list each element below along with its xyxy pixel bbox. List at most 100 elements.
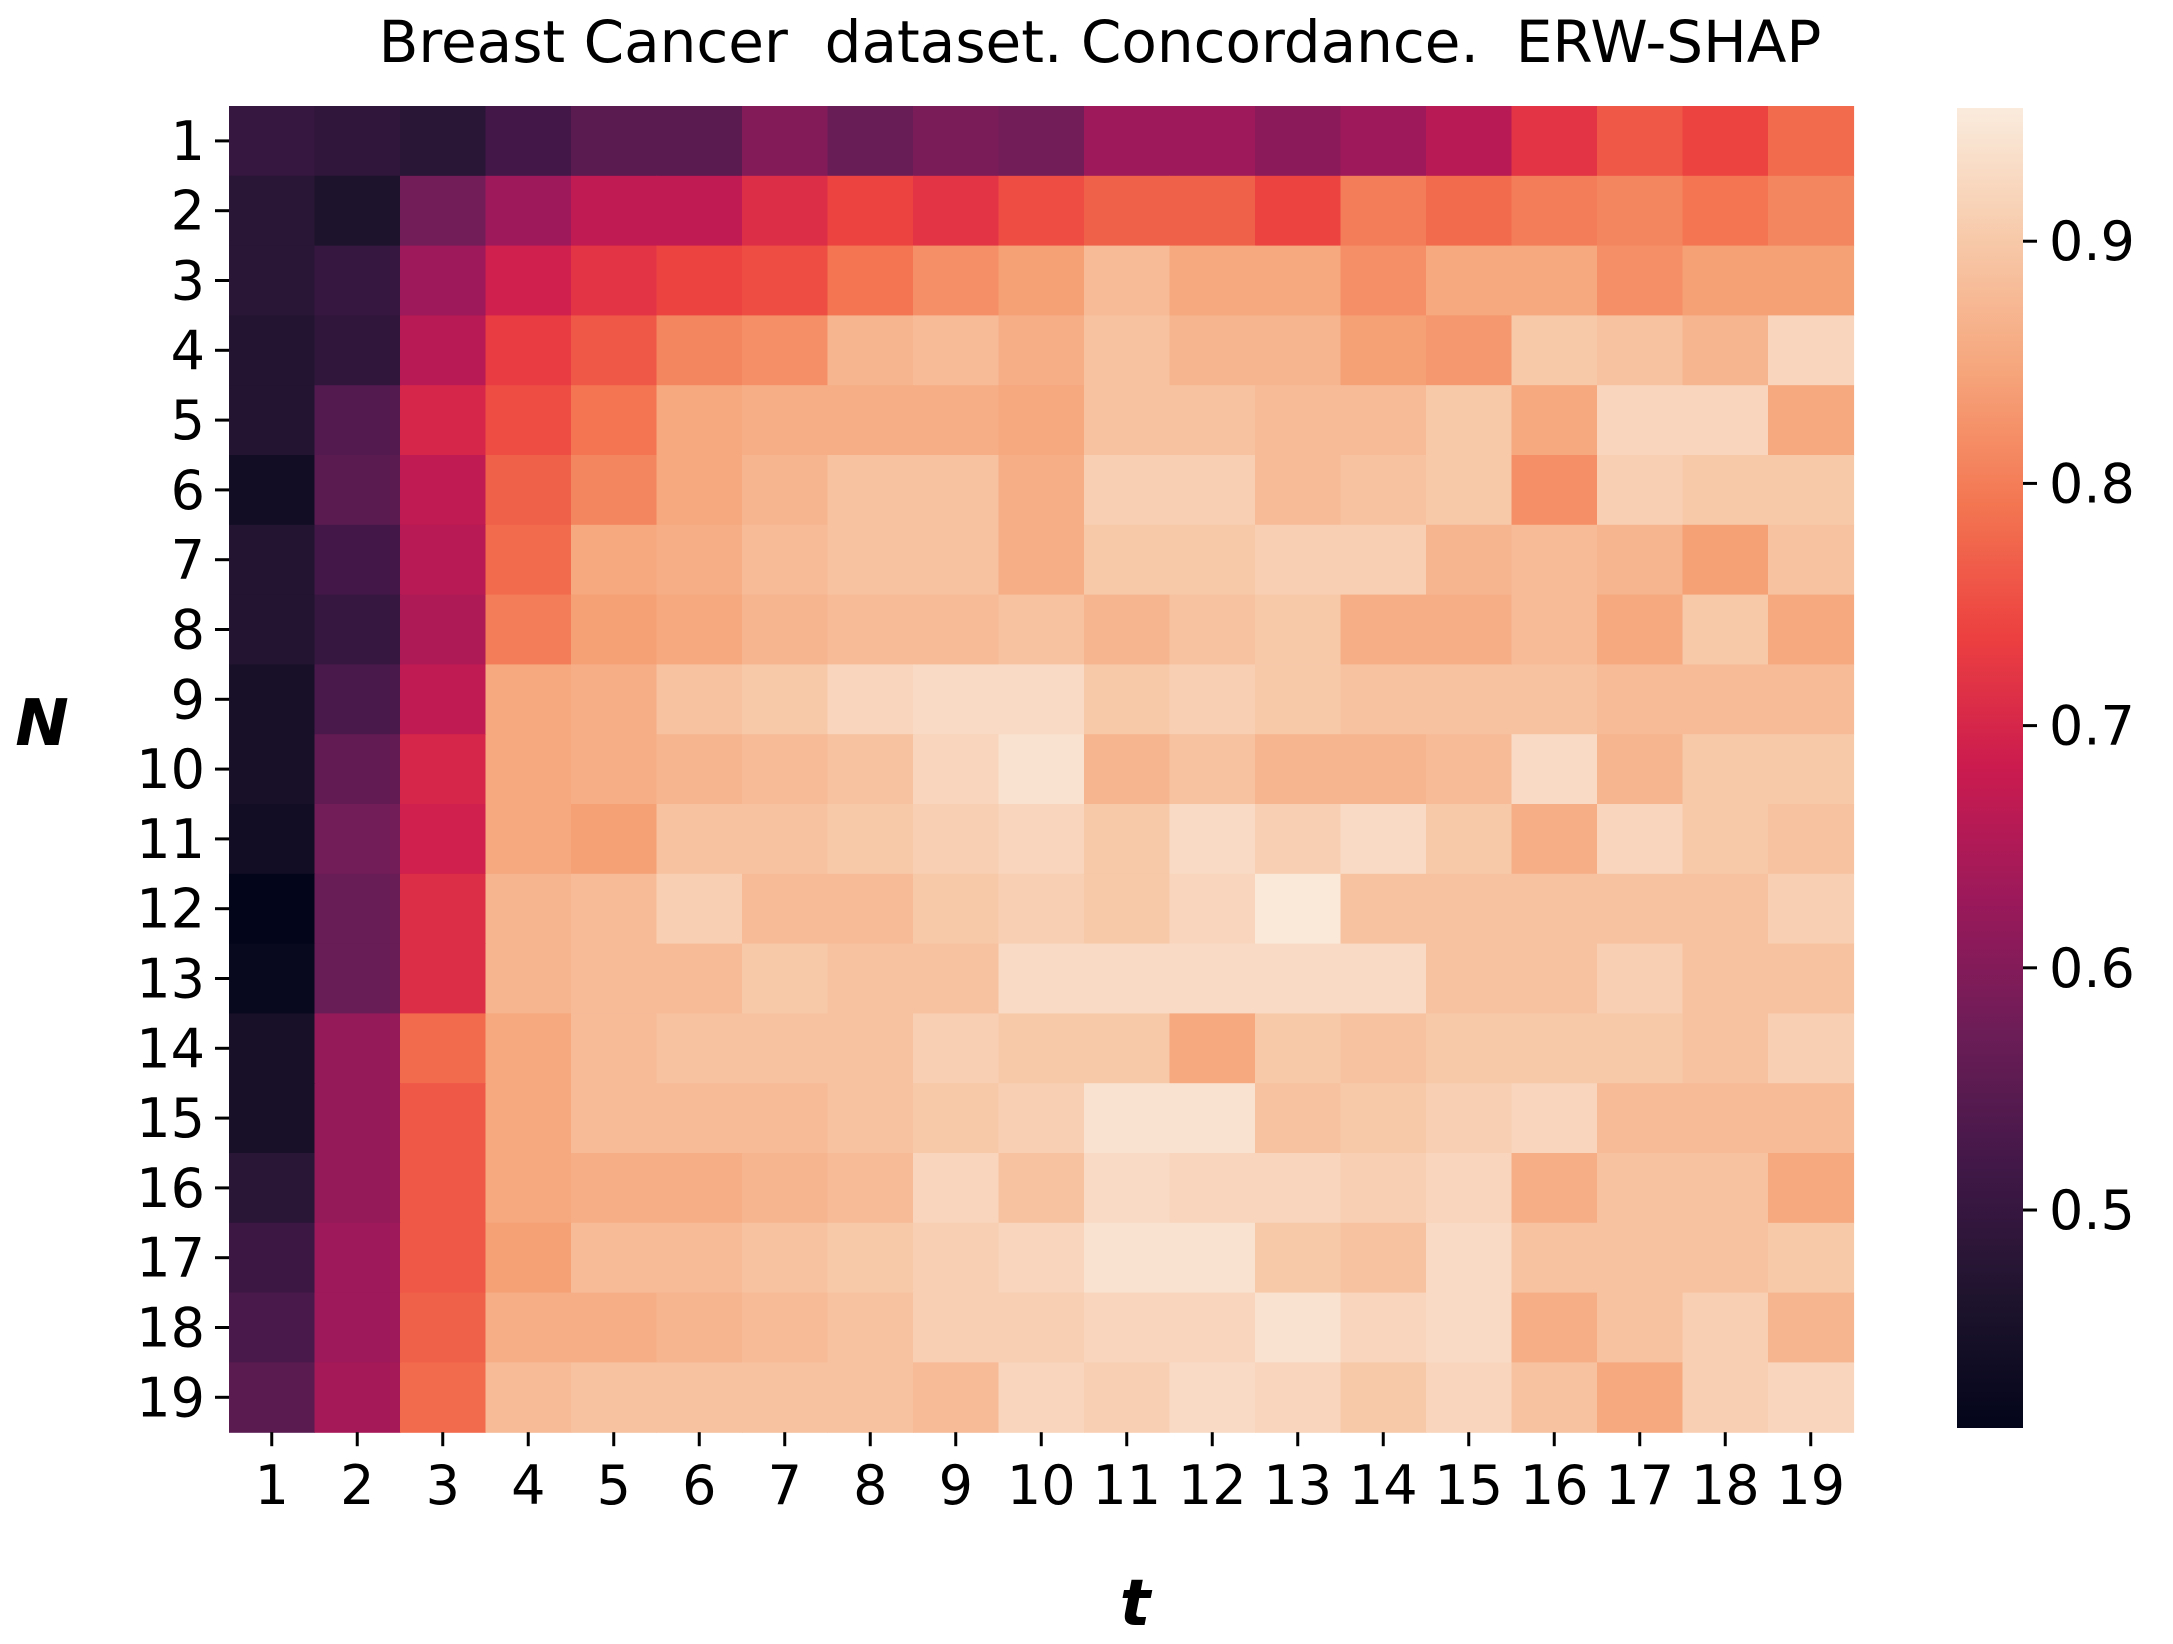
heatmap-cell bbox=[314, 106, 401, 177]
heatmap-cell bbox=[1511, 455, 1598, 526]
heatmap-cell bbox=[314, 1222, 401, 1294]
heatmap-cell bbox=[1597, 455, 1684, 526]
heatmap-cell bbox=[656, 385, 743, 456]
heatmap-cell bbox=[1682, 385, 1769, 456]
heatmap-cell bbox=[485, 524, 572, 596]
heatmap-cell bbox=[229, 315, 316, 386]
heatmap-cell bbox=[1084, 1013, 1171, 1084]
heatmap-cell bbox=[1255, 524, 1342, 596]
heatmap-cell bbox=[1682, 106, 1769, 177]
heatmap-cell bbox=[1426, 1362, 1513, 1433]
heatmap-cell bbox=[656, 664, 743, 735]
heatmap-cell bbox=[913, 175, 1000, 247]
heatmap-cell bbox=[913, 873, 1000, 945]
x-tick-label: 2 bbox=[340, 1454, 374, 1517]
heatmap-cell bbox=[314, 943, 401, 1014]
heatmap-cell bbox=[400, 1083, 487, 1154]
x-tick-label: 3 bbox=[426, 1454, 460, 1517]
heatmap-cell bbox=[913, 524, 1000, 596]
heatmap-cell bbox=[400, 1013, 487, 1084]
heatmap-cell bbox=[1169, 1292, 1256, 1363]
heatmap-cell bbox=[1768, 1083, 1855, 1154]
heatmap-cell bbox=[1255, 1362, 1342, 1433]
heatmap-cell bbox=[485, 245, 572, 316]
heatmap-cell bbox=[1768, 804, 1855, 875]
heatmap-cell bbox=[742, 943, 829, 1014]
heatmap-cell bbox=[1426, 315, 1513, 386]
heatmap-cell bbox=[827, 664, 914, 735]
heatmap-cell bbox=[571, 664, 658, 735]
heatmap-cell bbox=[400, 315, 487, 386]
heatmap-cell bbox=[1768, 245, 1855, 316]
heatmap-cell bbox=[229, 524, 316, 596]
heatmap-cell bbox=[229, 1222, 316, 1294]
y-tick-label: 12 bbox=[136, 878, 205, 941]
heatmap-cell bbox=[1169, 873, 1256, 945]
heatmap-cell bbox=[485, 943, 572, 1014]
colorbar: 0.5 0.6 0.7 0.8 0.9 bbox=[1957, 108, 2135, 1428]
heatmap-cell bbox=[1511, 804, 1598, 875]
heatmap-cell bbox=[485, 664, 572, 735]
y-tick-label: 3 bbox=[171, 250, 205, 313]
heatmap-cell bbox=[1084, 594, 1171, 665]
y-tick-label: 14 bbox=[136, 1017, 205, 1080]
y-tick-label: 8 bbox=[171, 599, 205, 662]
heatmap-cell bbox=[400, 175, 487, 247]
heatmap-cell bbox=[400, 524, 487, 596]
x-tick-label: 11 bbox=[1092, 1454, 1161, 1517]
heatmap-cell bbox=[571, 524, 658, 596]
y-tick-label: 10 bbox=[136, 738, 205, 801]
heatmap-cell bbox=[998, 1083, 1085, 1154]
heatmap-cell bbox=[400, 594, 487, 665]
heatmap-cell bbox=[1084, 245, 1171, 316]
heatmap-cell bbox=[1169, 1083, 1256, 1154]
heatmap-cell bbox=[1426, 1153, 1513, 1224]
heatmap-cell bbox=[1768, 1292, 1855, 1363]
heatmap-cell bbox=[1426, 524, 1513, 596]
heatmap-cell bbox=[314, 1153, 401, 1224]
heatmap-cell bbox=[571, 455, 658, 526]
heatmap-cell bbox=[1682, 873, 1769, 945]
heatmap-cell bbox=[1255, 664, 1342, 735]
heatmap-cell bbox=[1768, 315, 1855, 386]
heatmap-cell bbox=[998, 1013, 1085, 1084]
heatmap-cell bbox=[913, 315, 1000, 386]
y-tick-label: 18 bbox=[136, 1297, 205, 1360]
heatmap-cell bbox=[1340, 594, 1427, 665]
heatmap-cell bbox=[1084, 1362, 1171, 1433]
heatmap-cell bbox=[827, 385, 914, 456]
heatmap-cell bbox=[1084, 385, 1171, 456]
heatmap-cell bbox=[1768, 106, 1855, 177]
heatmap-cell bbox=[1169, 245, 1256, 316]
heatmap-cell bbox=[998, 1292, 1085, 1363]
heatmap-cell bbox=[1511, 1013, 1598, 1084]
heatmap-cell bbox=[1597, 873, 1684, 945]
heatmap-cell bbox=[913, 1083, 1000, 1154]
heatmap-cell bbox=[400, 106, 487, 177]
heatmap-cell bbox=[1426, 385, 1513, 456]
heatmap-cell bbox=[229, 1083, 316, 1154]
heatmap-cell bbox=[1340, 455, 1427, 526]
heatmap-cell bbox=[656, 804, 743, 875]
heatmap-cell bbox=[314, 734, 401, 805]
heatmap-cell bbox=[1340, 315, 1427, 386]
heatmap-cell bbox=[742, 664, 829, 735]
heatmap-cell bbox=[1426, 106, 1513, 177]
heatmap-cell bbox=[742, 385, 829, 456]
heatmap-cell bbox=[656, 455, 743, 526]
x-axis-ticks: 1 2 3 4 5 6 7 8 9 10 11 12 13 14 15 16 17 18 19 bbox=[255, 1432, 1845, 1517]
heatmap-cell bbox=[1511, 943, 1598, 1014]
heatmap-cell bbox=[1682, 315, 1769, 386]
heatmap-cell bbox=[913, 734, 1000, 805]
heatmap-cell bbox=[1511, 1362, 1598, 1433]
heatmap-cell bbox=[229, 1153, 316, 1224]
heatmap-cell bbox=[742, 245, 829, 316]
heatmap-cell bbox=[1426, 664, 1513, 735]
heatmap-cell bbox=[827, 175, 914, 247]
heatmap-cell bbox=[1682, 734, 1769, 805]
heatmap-cell bbox=[913, 455, 1000, 526]
colorbar-tick-label: 0.9 bbox=[2049, 210, 2135, 273]
heatmap-cell bbox=[314, 873, 401, 945]
heatmap-cell bbox=[1169, 1153, 1256, 1224]
heatmap-cell bbox=[656, 315, 743, 386]
